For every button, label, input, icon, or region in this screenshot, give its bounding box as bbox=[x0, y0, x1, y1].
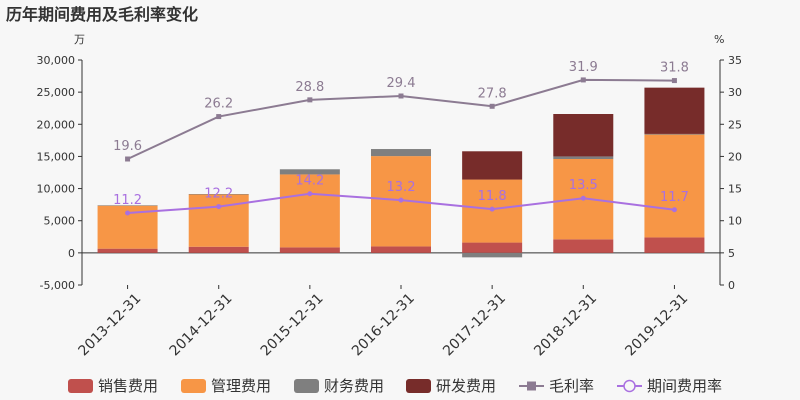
x-tick-label: 2013-12-31 bbox=[76, 291, 145, 360]
line-point-4-2 bbox=[307, 97, 313, 103]
right-tick-label: 25 bbox=[728, 118, 742, 131]
right-tick-label: 20 bbox=[728, 150, 742, 163]
line-point-5-5 bbox=[580, 195, 586, 201]
legend-swatch-0 bbox=[68, 379, 93, 393]
data-label-4-1: 26.2 bbox=[204, 97, 233, 112]
bar-segment-2-3 bbox=[371, 149, 431, 157]
right-tick-label: 30 bbox=[728, 86, 742, 99]
legend-label-0: 销售费用 bbox=[98, 377, 158, 395]
bar-segment-0-0 bbox=[97, 248, 158, 253]
legend-swatch-1 bbox=[181, 379, 206, 393]
bar-segment-0-1 bbox=[188, 246, 249, 253]
left-tick-label: 5,000 bbox=[44, 215, 76, 228]
bar-segment-2-0 bbox=[97, 205, 158, 206]
bar-segment-0-5 bbox=[553, 239, 614, 253]
data-label-4-6: 31.8 bbox=[660, 61, 689, 76]
left-tick-label: 0 bbox=[68, 247, 75, 260]
line-point-4-6 bbox=[671, 78, 677, 84]
data-label-5-0: 11.2 bbox=[113, 193, 142, 208]
bar-segment-0-3 bbox=[371, 246, 431, 253]
data-label-4-5: 31.9 bbox=[569, 60, 598, 75]
bar-segment-2-1 bbox=[188, 194, 249, 195]
line-point-4-0 bbox=[125, 156, 131, 162]
right-tick-label: 5 bbox=[728, 247, 735, 260]
line-point-4-1 bbox=[216, 114, 222, 120]
line-point-5-6 bbox=[671, 207, 677, 213]
bars bbox=[97, 87, 705, 258]
line-point-5-0 bbox=[125, 210, 131, 216]
bar-segment-0-6 bbox=[644, 237, 705, 253]
data-label-5-5: 13.5 bbox=[569, 178, 598, 193]
data-label-4-3: 29.4 bbox=[387, 76, 416, 91]
data-label-5-3: 13.2 bbox=[387, 180, 416, 195]
data-label-4-0: 19.6 bbox=[113, 139, 142, 154]
line-point-4-3 bbox=[398, 93, 404, 99]
line-point-5-3 bbox=[398, 197, 404, 203]
bar-segment-1-2 bbox=[279, 174, 340, 248]
bar-segment-3-6 bbox=[644, 87, 705, 134]
line-point-5-4 bbox=[489, 206, 495, 212]
legend-label-2: 财务费用 bbox=[324, 377, 384, 395]
legend-marker-5 bbox=[623, 379, 636, 393]
bar-segment-1-6 bbox=[644, 134, 705, 238]
legend-swatch-3 bbox=[406, 379, 431, 393]
bar-segment-2-2 bbox=[279, 169, 340, 175]
left-axis-unit: 万 bbox=[74, 33, 85, 46]
left-tick-label: 25,000 bbox=[37, 86, 76, 99]
legend-label-5: 期间费用率 bbox=[647, 377, 722, 395]
legend-label-1: 管理费用 bbox=[211, 377, 271, 395]
right-axis-unit: % bbox=[714, 33, 724, 46]
left-tick-label: 10,000 bbox=[37, 183, 76, 196]
bar-segment-2-4 bbox=[462, 252, 523, 258]
chart-title: 历年期间费用及毛利率变化 bbox=[6, 5, 198, 24]
line-point-5-2 bbox=[307, 191, 313, 197]
line-point-4-4 bbox=[489, 103, 495, 109]
data-label-4-2: 28.8 bbox=[295, 80, 324, 95]
bar-segment-0-4 bbox=[462, 242, 523, 253]
data-label-5-2: 14.2 bbox=[295, 174, 324, 189]
data-label-4-4: 27.8 bbox=[478, 86, 507, 101]
legend-swatch-2 bbox=[294, 379, 319, 393]
right-tick-label: 10 bbox=[728, 215, 742, 228]
line-point-5-1 bbox=[216, 204, 222, 210]
bar-segment-1-1 bbox=[188, 194, 249, 247]
bar-segment-3-5 bbox=[553, 114, 614, 157]
data-label-5-4: 11.8 bbox=[478, 189, 507, 204]
x-tick-label: 2015-12-31 bbox=[258, 291, 327, 360]
right-tick-label: 0 bbox=[728, 279, 735, 292]
lines bbox=[125, 77, 677, 216]
x-tick-label: 2016-12-31 bbox=[349, 291, 418, 360]
left-tick-label: 15,000 bbox=[37, 150, 76, 163]
data-label-5-1: 12.2 bbox=[204, 187, 233, 202]
right-tick-label: 35 bbox=[728, 54, 742, 67]
x-tick-label: 2019-12-31 bbox=[622, 291, 691, 360]
bar-segment-2-5 bbox=[553, 156, 614, 159]
x-tick-label: 2018-12-31 bbox=[531, 291, 600, 360]
legend-label-3: 研发费用 bbox=[436, 377, 496, 395]
right-tick-label: 15 bbox=[728, 183, 742, 196]
data-labels: 19.6 26.2 28.8 29.4 27.8 31.9 31.8 11.2 12.2 14.2… bbox=[113, 60, 689, 208]
line-point-4-5 bbox=[580, 77, 586, 83]
data-label-5-6: 11.7 bbox=[660, 190, 689, 205]
bar-segment-3-4 bbox=[462, 151, 523, 180]
legend-marker-4 bbox=[527, 381, 536, 391]
bar-segment-2-6 bbox=[644, 133, 705, 135]
left-tick-label: -5,000 bbox=[40, 279, 75, 292]
left-tick-label: 20,000 bbox=[37, 118, 76, 131]
bar-segment-0-2 bbox=[279, 247, 340, 253]
left-tick-label: 30,000 bbox=[37, 54, 76, 67]
x-tick-label: 2017-12-31 bbox=[440, 291, 509, 360]
legend-label-4: 毛利率 bbox=[549, 377, 594, 395]
legend: 销售费用 管理费用 财务费用 研发费用 毛利率 期间费用率 bbox=[68, 377, 722, 395]
x-tick-label: 2014-12-31 bbox=[167, 291, 236, 360]
